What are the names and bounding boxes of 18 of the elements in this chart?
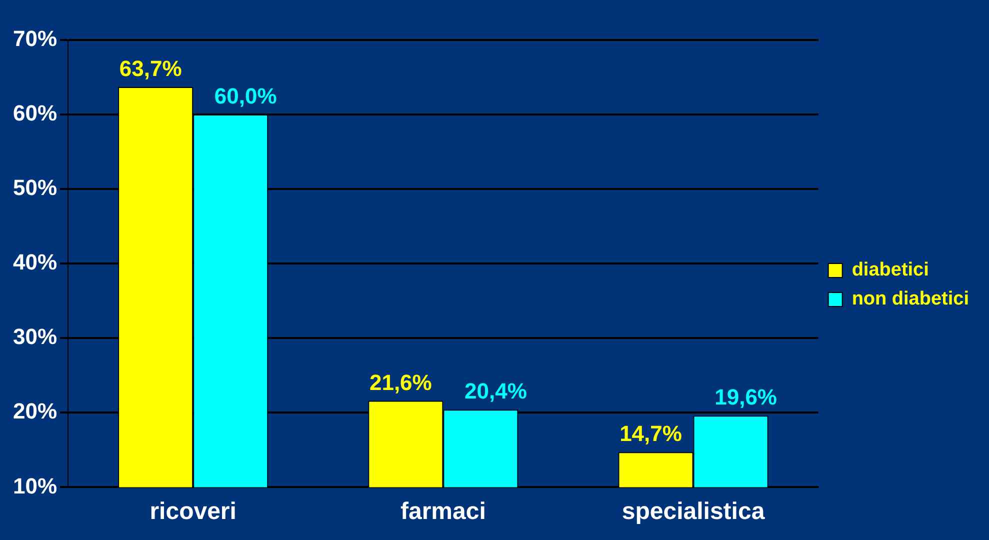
data-label: 60,0% xyxy=(214,84,277,109)
data-label: 19,6% xyxy=(714,384,777,410)
data-label: 21,6% xyxy=(369,370,432,395)
y-tick-label: 20% xyxy=(12,398,58,424)
y-tick-label: 10% xyxy=(12,473,58,498)
y-tick-label: 40% xyxy=(12,250,58,275)
legend-label: diabetici xyxy=(852,260,929,281)
x-tick-label: ricoveri xyxy=(150,498,236,526)
data-label: 63,7% xyxy=(119,56,182,82)
data-label: 20,4% xyxy=(464,378,527,404)
x-tick-label: specialistica xyxy=(622,498,766,526)
y-tick-label: 70% xyxy=(12,26,58,52)
y-tick-label: 60% xyxy=(12,100,58,126)
legend-label: non diabetici xyxy=(852,288,970,310)
x-tick-label: farmaci xyxy=(400,498,486,526)
y-tick-label: 50% xyxy=(12,175,58,200)
y-tick-label: 30% xyxy=(12,324,58,350)
data-label: 14,7% xyxy=(620,421,682,446)
